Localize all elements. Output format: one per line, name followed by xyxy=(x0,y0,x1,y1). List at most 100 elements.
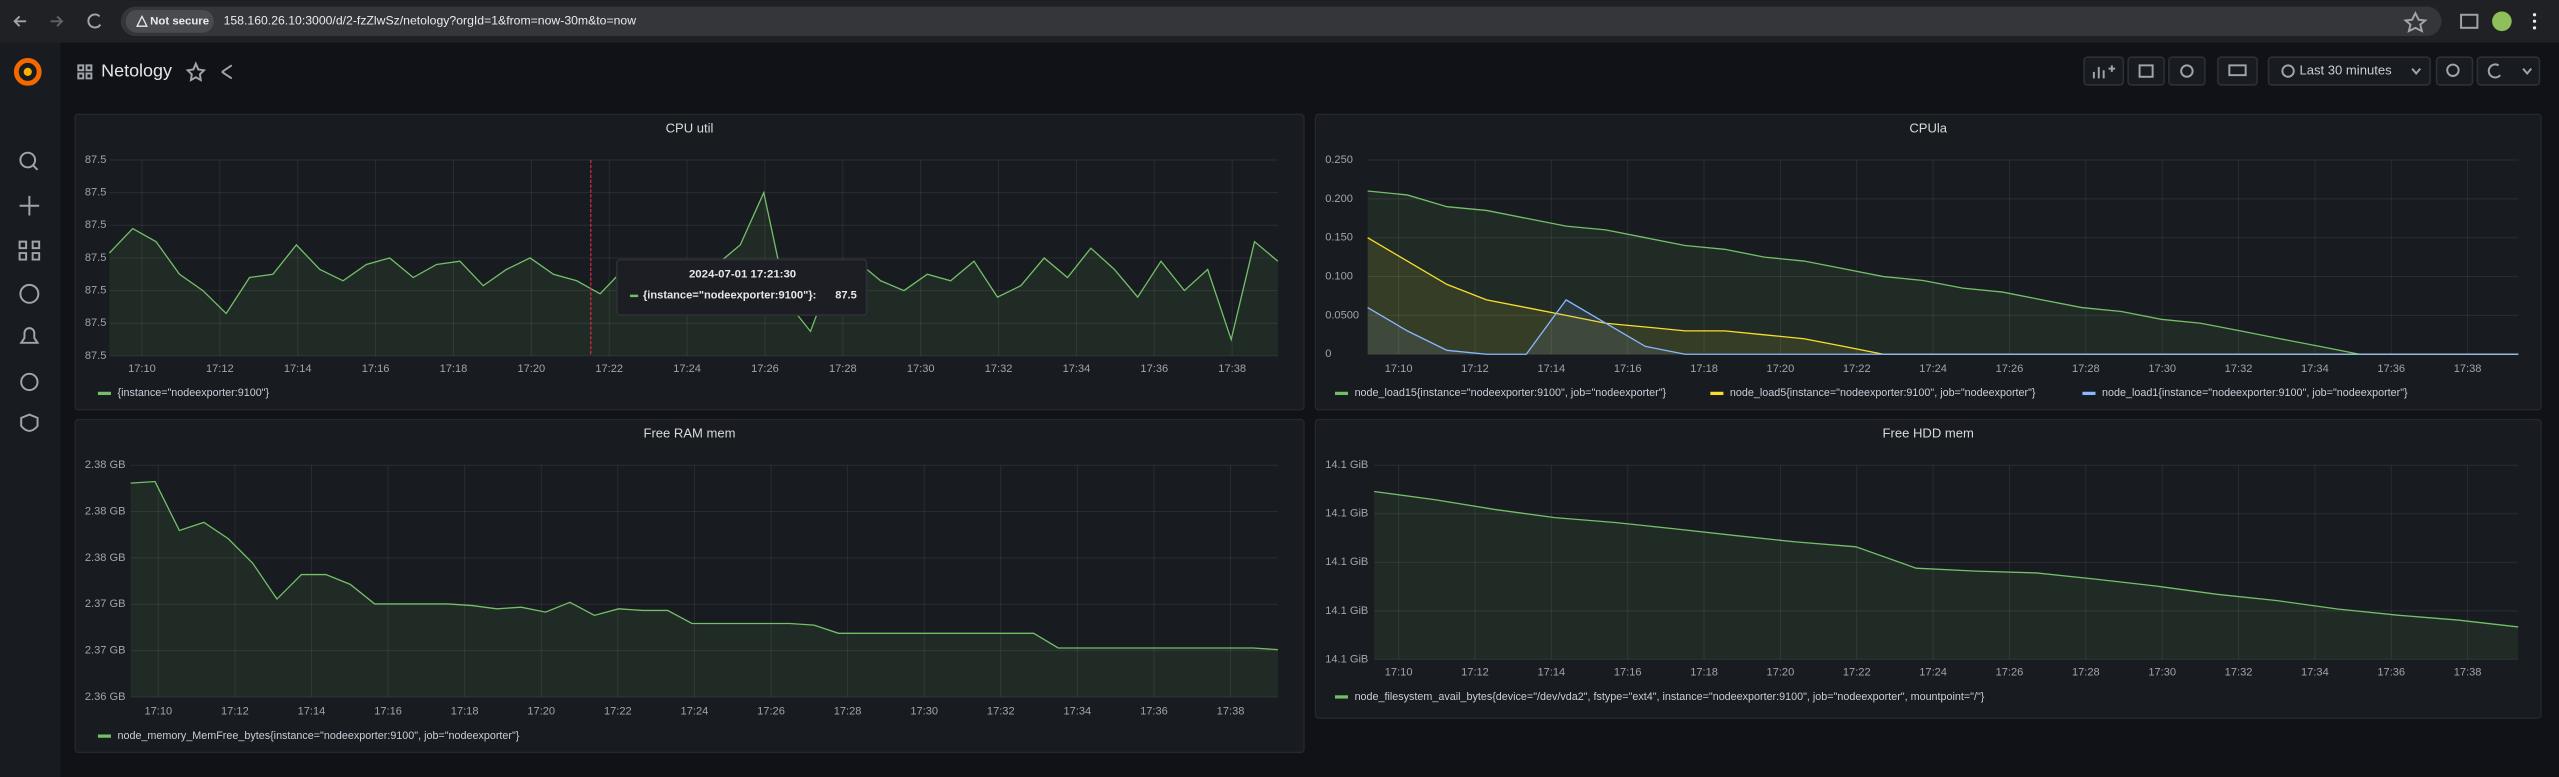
x-tick-label: 17:36 xyxy=(2377,363,2405,375)
time-picker[interactable] xyxy=(2267,56,2431,86)
legend-label[interactable]: node_load5{instance="nodeexporter:9100",… xyxy=(1730,387,2036,399)
y-tick-label: 87.5 xyxy=(85,154,107,166)
settings-button[interactable] xyxy=(2168,56,2206,86)
chevron xyxy=(2411,67,2422,76)
x-tick-label: 17:20 xyxy=(527,706,555,718)
x-tick-label: 17:26 xyxy=(1996,363,2024,375)
legend-label[interactable]: {instance="nodeexporter:9100"} xyxy=(118,387,270,399)
dashboard-icon xyxy=(77,64,93,80)
back-button[interactable] xyxy=(13,15,27,27)
legend-swatch[interactable] xyxy=(1334,695,1349,699)
x-tick-label: 17:30 xyxy=(2148,666,2176,678)
x-tick-label: 17:26 xyxy=(751,363,779,375)
legend-label[interactable]: node_filesystem_avail_bytes{device="/dev… xyxy=(1355,691,1985,703)
panel xyxy=(1314,113,2542,411)
create-icon[interactable] xyxy=(19,195,40,216)
x-tick-label: 17:28 xyxy=(829,363,857,375)
legend-swatch[interactable] xyxy=(1334,391,1349,396)
x-tick-label: 17:14 xyxy=(1537,363,1565,375)
sidebar xyxy=(0,42,61,777)
y-tick-label: 87.5 xyxy=(85,350,107,362)
series-line xyxy=(1367,190,2519,355)
bookmark-star[interactable] xyxy=(2403,10,2428,33)
y-tick-label: 0.250 xyxy=(1325,154,1353,166)
admin-icon[interactable] xyxy=(20,413,39,432)
x-tick-label: 17:14 xyxy=(298,706,326,718)
grafana-logo[interactable] xyxy=(13,58,42,86)
legend-swatch[interactable] xyxy=(2082,391,2096,396)
menu-dot[interactable] xyxy=(2532,13,2537,17)
x-tick-label: 17:34 xyxy=(2301,666,2329,678)
tooltip-label: {instance="nodeexporter:9100"}: xyxy=(643,289,816,301)
panel-title[interactable]: CPU util xyxy=(666,120,714,135)
x-tick-label: 17:20 xyxy=(1767,666,1795,678)
extensions-icon[interactable] xyxy=(2460,13,2479,29)
y-tick-label: 2.37 GB xyxy=(85,645,126,657)
series-line xyxy=(1374,490,2519,628)
legend-label[interactable]: node_load1{instance="nodeexporter:9100",… xyxy=(2102,387,2408,399)
address-bar[interactable] xyxy=(120,6,2442,36)
x-tick-label: 17:12 xyxy=(1461,363,1489,375)
panel-title[interactable]: CPUla xyxy=(1909,120,1947,135)
x-tick-label: 17:30 xyxy=(907,363,935,375)
search-icon[interactable] xyxy=(19,151,37,169)
forward-button[interactable] xyxy=(50,15,64,27)
refresh-icon xyxy=(2487,63,2501,79)
x-tick-label: 17:36 xyxy=(2377,666,2405,678)
reload-button[interactable] xyxy=(87,13,102,29)
y-tick-label: 2.37 GB xyxy=(85,598,126,610)
security-badge[interactable] xyxy=(125,9,214,33)
alerting-icon[interactable] xyxy=(19,327,40,344)
favorite-star[interactable] xyxy=(185,61,207,82)
x-tick-label: 17:38 xyxy=(2454,666,2482,678)
legend-label[interactable]: node_memory_MemFree_bytes{instance="node… xyxy=(118,730,520,742)
x-tick-label: 17:32 xyxy=(985,363,1013,375)
panel-title[interactable]: Free RAM mem xyxy=(643,426,735,441)
x-tick-label: 17:28 xyxy=(834,706,862,718)
x-tick-label: 17:28 xyxy=(2072,363,2100,375)
menu-dot[interactable] xyxy=(2532,26,2537,30)
y-tick-label: 87.5 xyxy=(85,187,107,199)
x-tick-label: 17:22 xyxy=(1843,363,1871,375)
menu-dot[interactable] xyxy=(2532,19,2537,23)
x-tick-label: 17:16 xyxy=(362,363,390,375)
x-tick-label: 17:38 xyxy=(1218,363,1246,375)
x-tick-label: 17:34 xyxy=(2301,363,2329,375)
save-icon xyxy=(2138,64,2154,78)
dashboards-icon[interactable] xyxy=(18,240,41,261)
zoom-out-button[interactable] xyxy=(2435,56,2474,86)
x-tick-label: 17:12 xyxy=(221,706,249,718)
settings-icon[interactable] xyxy=(20,372,39,392)
tv-mode-button[interactable] xyxy=(2217,56,2258,86)
explore-icon[interactable] xyxy=(19,283,40,304)
y-tick-label: 14.1 GiB xyxy=(1325,459,1368,471)
x-tick-label: 17:32 xyxy=(987,706,1015,718)
y-tick-label: 2.38 GB xyxy=(85,459,126,471)
x-tick-label: 17:16 xyxy=(1614,363,1642,375)
gear-icon xyxy=(2180,64,2194,78)
dashboard-title[interactable]: Netology xyxy=(101,61,172,81)
legend-swatch[interactable] xyxy=(1710,391,1724,396)
legend-label[interactable]: node_load15{instance="nodeexporter:9100"… xyxy=(1355,387,1667,399)
legend-swatch[interactable] xyxy=(97,391,111,396)
warning-icon xyxy=(136,14,148,27)
x-tick-label: 17:34 xyxy=(1063,363,1091,375)
panel-title[interactable]: Free HDD mem xyxy=(1883,426,1974,441)
x-tick-label: 17:30 xyxy=(2148,363,2176,375)
y-tick-label: 14.1 GiB xyxy=(1325,653,1368,665)
share-icon[interactable] xyxy=(221,64,233,80)
x-tick-label: 17:24 xyxy=(673,363,701,375)
save-button[interactable] xyxy=(2127,56,2165,86)
panel xyxy=(74,418,1305,754)
y-tick-label: 14.1 GiB xyxy=(1325,605,1368,617)
zoom-icon xyxy=(2446,63,2460,77)
x-tick-label: 17:18 xyxy=(1690,666,1718,678)
y-tick-label: 0.0500 xyxy=(1325,309,1359,321)
grafana-logo-core xyxy=(23,67,32,76)
y-tick-label: 2.36 GB xyxy=(85,691,126,703)
series-line xyxy=(1367,299,2519,355)
profile-avatar[interactable] xyxy=(2492,11,2512,32)
area xyxy=(1367,299,2519,355)
legend-swatch[interactable] xyxy=(97,734,111,738)
x-tick-label: 17:34 xyxy=(1063,706,1091,718)
